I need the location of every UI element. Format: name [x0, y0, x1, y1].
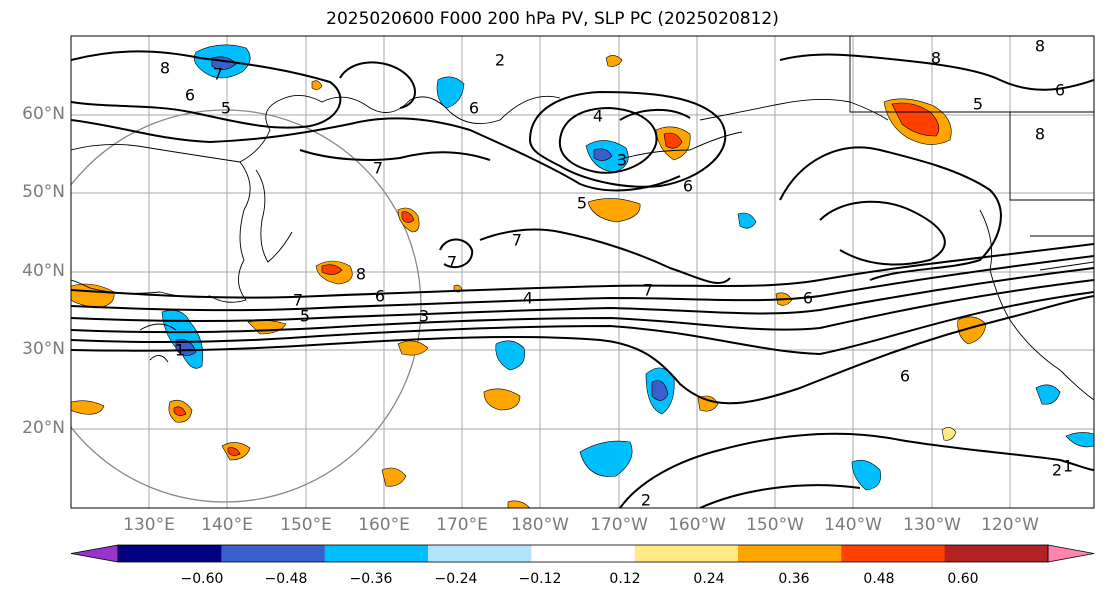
lat-label-40n: 40°N: [22, 261, 65, 281]
pv-contours: [71, 50, 1094, 508]
colorbar-tick: −0.24: [434, 571, 478, 587]
colorbar-tick: 0.12: [609, 571, 641, 587]
colorbar-tick: 0.36: [778, 571, 810, 587]
contour-label: 8: [930, 48, 942, 68]
colorbar-extend-max: [1047, 544, 1095, 563]
contour-label: 1: [174, 340, 186, 360]
contour-label: 6: [184, 85, 196, 105]
contour-label: 7: [511, 230, 523, 250]
contour-label: 8: [355, 264, 367, 284]
contour-label: 7: [642, 280, 654, 300]
colorbar-tick: −0.12: [518, 571, 562, 587]
colorbar-segment: [118, 545, 222, 562]
lon-label-140w: 140°W: [824, 515, 882, 535]
colorbar-tick: −0.48: [264, 571, 308, 587]
contour-label: 7: [372, 158, 384, 178]
colorbar-segment: [428, 545, 532, 562]
contour-label: 8: [159, 58, 171, 78]
contour-label: 7: [292, 290, 304, 310]
contour-label: 5: [972, 94, 984, 114]
contour-label: 1: [1062, 456, 1074, 476]
contour-label: 2: [640, 490, 652, 510]
colorbar-tick: −0.60: [180, 571, 224, 587]
lat-label-60n: 60°N: [22, 104, 65, 124]
colorbar-segment: [531, 545, 636, 562]
contour-label: 6: [802, 288, 814, 308]
contour-label: 7: [212, 64, 224, 84]
colorbar-segment: [944, 545, 1049, 562]
colorbar: [70, 544, 1095, 563]
colorbar-tick: 0.48: [863, 571, 895, 587]
colorbar-outline: [117, 544, 1049, 563]
coastlines: [71, 36, 1094, 401]
lon-label-170e: 170°E: [436, 515, 488, 535]
gridlines: [71, 36, 1094, 508]
contour-label: 5: [299, 306, 311, 326]
contour-label: 6: [468, 98, 480, 118]
lon-label-140e: 140°E: [201, 515, 253, 535]
contour-label: 8: [1034, 124, 1046, 144]
lat-label-30n: 30°N: [22, 339, 65, 359]
contour-label: 6: [374, 286, 386, 306]
lon-label-120w: 120°W: [981, 515, 1039, 535]
contour-label: 8: [1034, 36, 1046, 56]
lon-label-130w: 130°W: [903, 515, 961, 535]
contour-label: 5: [576, 193, 588, 213]
contour-label: 4: [592, 106, 604, 126]
contour-label: 7: [446, 252, 458, 272]
colorbar-segment: [634, 545, 739, 562]
contour-label: 5: [220, 98, 232, 118]
contour-label: 4: [522, 288, 534, 308]
lon-label-150e: 150°E: [280, 515, 332, 535]
range-circle: [71, 109, 422, 503]
contour-label: 2: [1051, 460, 1063, 480]
contour-label: 6: [1054, 80, 1066, 100]
lon-label-180w: 180°W: [511, 515, 569, 535]
colorbar-tick: −0.36: [349, 571, 393, 587]
colorbar-tick: 0.60: [947, 571, 979, 587]
contour-label: 6: [899, 366, 911, 386]
colorbar-extend-min: [70, 544, 119, 563]
lon-label-170w: 170°W: [590, 515, 648, 535]
contour-label: 3: [616, 150, 628, 170]
lat-label-20n: 20°N: [22, 418, 65, 438]
lon-label-150w: 150°W: [746, 515, 804, 535]
lat-label-50n: 50°N: [22, 182, 65, 202]
lon-label-160e: 160°E: [358, 515, 410, 535]
lon-label-130e: 130°E: [123, 515, 175, 535]
colorbar-segment: [324, 545, 429, 562]
map-frame: [70, 35, 1095, 509]
colorbar-segment: [841, 545, 946, 562]
contour-label: 6: [682, 176, 694, 196]
colorbar-segment: [221, 545, 326, 562]
lon-label-160w: 160°W: [668, 515, 726, 535]
map-title: 2025020600 F000 200 hPa PV, SLP PC (2025…: [326, 9, 779, 29]
contour-label: 2: [494, 50, 506, 70]
colorbar-segment: [738, 545, 842, 562]
contour-label: 3: [418, 306, 430, 326]
colorbar-tick: 0.24: [693, 571, 725, 587]
